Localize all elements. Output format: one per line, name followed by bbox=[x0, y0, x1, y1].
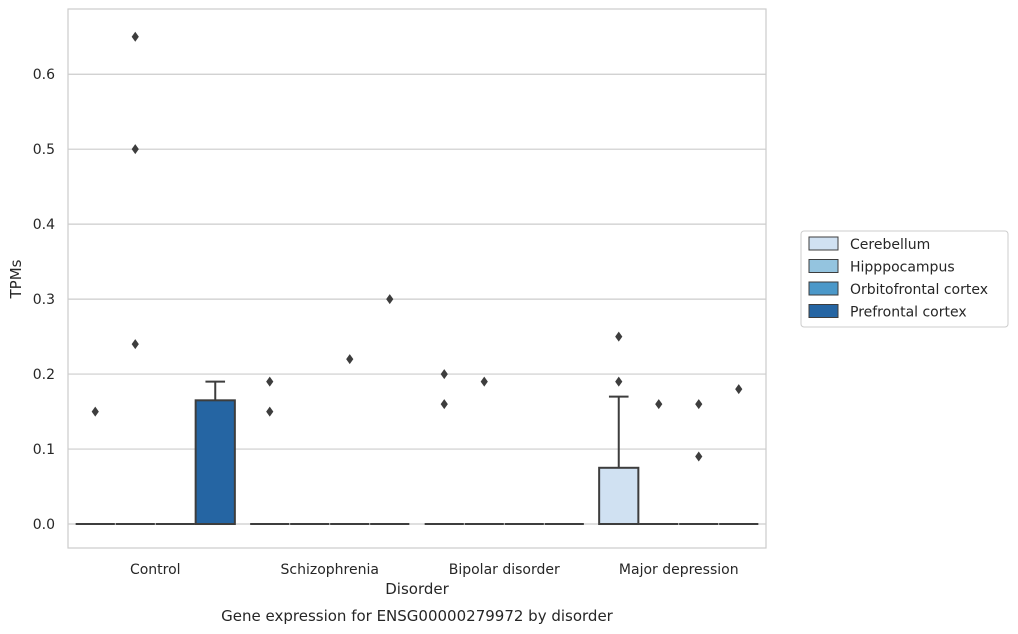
box bbox=[194, 399, 236, 526]
plot-area bbox=[67, 8, 767, 549]
legend-label: Prefrontal cortex bbox=[850, 305, 967, 321]
outlier-point bbox=[440, 369, 448, 380]
x-tick-label: Major depression bbox=[619, 562, 739, 578]
y-tick-label: 0.0 bbox=[33, 517, 55, 533]
outlier-point bbox=[615, 376, 623, 387]
series-cerebellum bbox=[75, 331, 640, 526]
series-hipppocampus bbox=[115, 31, 679, 526]
outlier-point bbox=[695, 451, 703, 462]
outlier-point bbox=[131, 339, 139, 350]
series-prefrontal-cortex bbox=[194, 294, 759, 526]
chart-caption: Gene expression for ENSG00000279972 by d… bbox=[221, 607, 614, 625]
outlier-point bbox=[346, 354, 354, 365]
legend-swatch bbox=[808, 281, 839, 296]
legend-swatch bbox=[808, 304, 839, 318]
legend-label: Cerebellum bbox=[850, 237, 930, 253]
x-tick-label: Schizophrenia bbox=[281, 562, 379, 578]
series-orbitofrontal-cortex bbox=[155, 354, 719, 526]
y-axis-label: TPMs bbox=[7, 259, 25, 299]
legend-swatch bbox=[808, 236, 839, 251]
outlier-point bbox=[440, 399, 448, 410]
x-tick-label: Control bbox=[130, 562, 181, 578]
legend-frame bbox=[800, 230, 1009, 328]
x-tick-labels: Control Schizophrenia Bipolar disorder Majo… bbox=[130, 562, 739, 578]
y-tick-labels: 0.0 0.1 0.2 0.3 0.4 0.5 0.6 bbox=[33, 67, 55, 533]
box bbox=[598, 466, 640, 526]
outlier-point bbox=[266, 406, 274, 417]
outlier-point bbox=[655, 399, 663, 410]
legend: Cerebellum Hipppocampus Orbitofrontal cort… bbox=[800, 230, 1009, 328]
y-tick-label: 0.2 bbox=[33, 367, 55, 383]
y-tick-label: 0.5 bbox=[33, 142, 55, 158]
box-series bbox=[75, 31, 759, 526]
outlier-point bbox=[266, 376, 274, 387]
outlier-point bbox=[131, 144, 139, 155]
y-tick-label: 0.1 bbox=[33, 442, 55, 458]
x-axis-label: Disorder bbox=[385, 580, 449, 598]
y-tick-label: 0.6 bbox=[33, 67, 55, 83]
outlier-point bbox=[480, 376, 488, 387]
legend-label: Hipppocampus bbox=[850, 260, 955, 276]
x-tick-label: Bipolar disorder bbox=[449, 562, 560, 578]
outlier-point bbox=[131, 31, 139, 42]
y-tick-label: 0.4 bbox=[33, 217, 55, 233]
outlier-point bbox=[91, 406, 99, 417]
legend-swatch bbox=[808, 259, 839, 273]
outlier-point bbox=[695, 399, 703, 410]
gridlines bbox=[68, 73, 766, 525]
outlier-point bbox=[386, 294, 394, 305]
y-tick-label: 0.3 bbox=[33, 292, 55, 308]
legend-label: Orbitofrontal cortex bbox=[850, 282, 988, 298]
outlier-point bbox=[735, 384, 743, 395]
outlier-point bbox=[615, 331, 623, 342]
